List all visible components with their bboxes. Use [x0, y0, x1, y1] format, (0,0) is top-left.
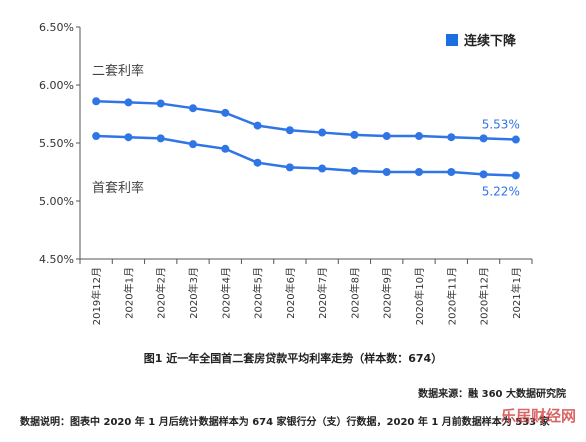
- end-value-label: 5.53%: [482, 118, 520, 132]
- y-tick-label: 6.00%: [39, 79, 74, 92]
- series-point: [511, 171, 520, 180]
- series-point: [156, 99, 165, 108]
- series-point: [285, 163, 294, 172]
- series-point: [156, 134, 165, 143]
- series-point: [92, 97, 101, 106]
- series-point: [189, 104, 197, 113]
- data-source: 数据来源：融 360 大数据研究院: [418, 389, 566, 400]
- watermark-logo: 乐居财经网: [500, 407, 576, 425]
- x-tick-label: 2020年11月: [445, 267, 458, 325]
- y-tick-label: 5.00%: [39, 195, 74, 208]
- series-name-label: 二套利率: [92, 63, 144, 79]
- end-value-label: 5.22%: [482, 184, 520, 198]
- series-point: [221, 144, 230, 153]
- x-tick-label: 2020年7月: [316, 267, 329, 319]
- series-point: [415, 168, 423, 176]
- x-tick-label: 2020年1月: [122, 267, 135, 319]
- series-point: [479, 170, 488, 179]
- x-tick-label: 2020年2月: [155, 267, 168, 319]
- series-point: [285, 126, 294, 135]
- series-point: [318, 164, 327, 173]
- y-axis-ticks: 4.50% 5.00% 5.50% 6.00% 6.50%: [39, 21, 80, 266]
- y-tick-label: 5.50%: [39, 137, 74, 150]
- series-point: [92, 132, 101, 141]
- series-name-label: 首套利率: [92, 180, 144, 196]
- series-point: [318, 128, 327, 137]
- series-point: [124, 133, 133, 142]
- series-point: [253, 121, 262, 130]
- series-line: [96, 99, 516, 141]
- chart-legend: 连续下降: [446, 33, 517, 49]
- series-point: [189, 140, 197, 149]
- x-tick-label: 2020年6月: [284, 267, 297, 319]
- series-point: [382, 168, 391, 176]
- x-tick-label: 2021年1月: [510, 267, 523, 319]
- series-point: [447, 168, 456, 176]
- figure-caption: 图1 近一年全国首二套房贷款平均利率走势（样本数：674）: [143, 352, 443, 365]
- x-tick-label: 2020年5月: [252, 267, 265, 319]
- series-point: [350, 166, 359, 175]
- series-point: [447, 133, 456, 142]
- series-point: [253, 158, 262, 167]
- series-point: [479, 134, 488, 143]
- series-point: [350, 130, 359, 139]
- x-tick-label: 2019年12月: [90, 267, 103, 325]
- x-tick-label: 2020年3月: [187, 267, 200, 319]
- series-point: [511, 135, 520, 144]
- legend-swatch: [446, 34, 458, 46]
- chart-axes: [79, 27, 532, 260]
- line-chart: 4.50% 5.00% 5.50% 6.00% 6.50% 2019年12月 2020年1…: [39, 21, 533, 325]
- series-point: [415, 132, 423, 141]
- x-axis-ticks: 2019年12月 2020年1月 2020年2月 2020年3月 2020年4月 2020…: [79, 259, 533, 325]
- series-point: [382, 132, 391, 141]
- x-tick-label: 2020年9月: [381, 267, 394, 319]
- series-point: [124, 98, 133, 107]
- x-tick-label: 2020年12月: [478, 267, 491, 325]
- y-tick-label: 6.50%: [39, 21, 74, 34]
- x-tick-label: 2020年8月: [348, 267, 361, 319]
- data-note: 数据说明：图表中 2020 年 1 月后统计数据样本为 674 家银行分（支）行…: [20, 417, 550, 428]
- chart-series: 二套利率 5.53% 首套利率 5.22%: [92, 63, 520, 198]
- legend-label: 连续下降: [464, 33, 517, 49]
- x-tick-label: 2020年10月: [413, 267, 426, 325]
- y-tick-label: 4.50%: [39, 253, 74, 266]
- x-tick-label: 2020年4月: [219, 267, 232, 319]
- series-line: [96, 134, 516, 177]
- series-point: [221, 108, 230, 117]
